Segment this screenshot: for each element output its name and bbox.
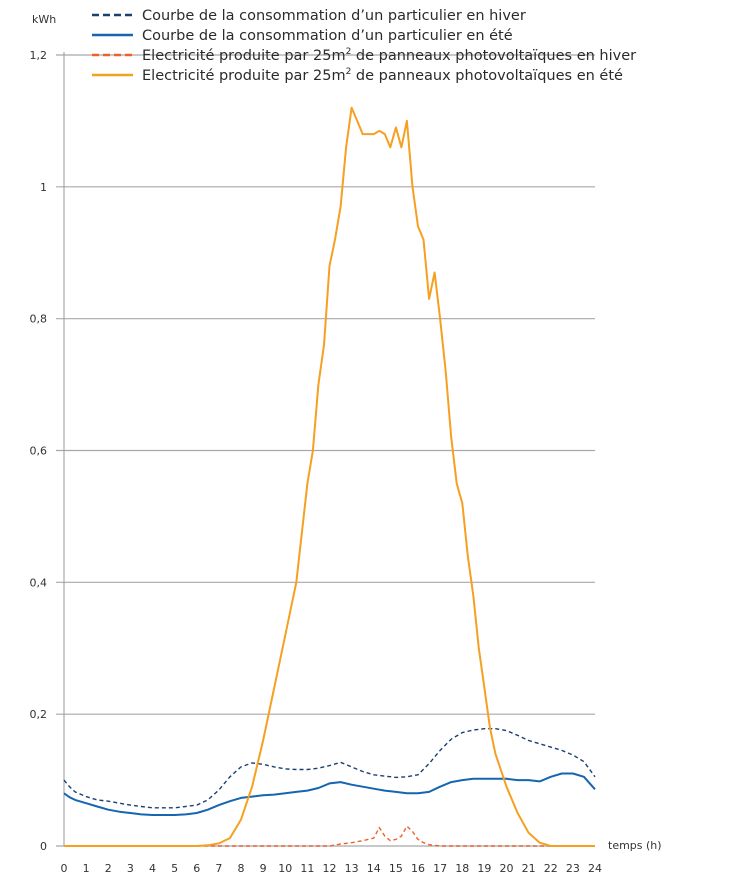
legend-label-3-part-2: de panneaux photovoltaïques en été (351, 68, 623, 84)
x-tick-label-14: 14 (367, 862, 381, 875)
x-tick-label-12: 12 (323, 862, 337, 875)
legend-label-0-part-0: Courbe de la consommation d’un particuli… (142, 8, 526, 24)
series-lines (63, 106, 596, 847)
x-tick-label-20: 20 (500, 862, 514, 875)
legend-label-1-part-0: Courbe de la consommation d’un particuli… (142, 28, 513, 44)
x-tick-label-19: 19 (477, 862, 491, 875)
legend-label-3-part-1: 2 (346, 67, 352, 77)
y-tick-label-6: 1,2 (30, 49, 48, 62)
legend-label-2: Electricité produite par 25m2 de panneau… (142, 47, 636, 64)
legend-label-3: Electricité produite par 25m2 de panneau… (142, 67, 623, 84)
x-tick-label-13: 13 (345, 862, 359, 875)
y-unit-label: kWh (32, 13, 56, 26)
legend-label-2-part-0: Electricité produite par 25m (142, 48, 346, 64)
x-tick-label-9: 9 (260, 862, 267, 875)
x-tick-label-18: 18 (455, 862, 469, 875)
series-line-0 (63, 728, 596, 809)
series-line-2 (64, 825, 595, 847)
x-tick-label-5: 5 (171, 862, 178, 875)
x-tick-label-21: 21 (522, 862, 536, 875)
x-tick-label-0: 0 (61, 862, 68, 875)
x-tick-label-15: 15 (389, 862, 403, 875)
legend-label-2-part-2: de panneaux photovoltaïques en hiver (351, 48, 636, 64)
legend-label-3-part-0: Electricité produite par 25m (142, 68, 346, 84)
legend-label-0: Courbe de la consommation d’un particuli… (142, 8, 526, 24)
y-tick-label-0: 0 (40, 840, 47, 853)
legend-label-1: Courbe de la consommation d’un particuli… (142, 28, 513, 44)
y-tick-label-2: 0,4 (30, 576, 48, 589)
x-tick-labels: 0 1 2 3 4 5 6 7 8 9 10 11 12 13 14 15 16 17 18 19 20 21 22 23 24 (61, 862, 603, 875)
x-tick-label-6: 6 (193, 862, 200, 875)
x-tick-label-7: 7 (215, 862, 222, 875)
x-tick-label-23: 23 (566, 862, 580, 875)
x-tick-label-22: 22 (544, 862, 558, 875)
series-line-3 (64, 106, 595, 847)
gridlines (56, 54, 595, 847)
x-tick-label-10: 10 (278, 862, 292, 875)
x-tick-label-2: 2 (105, 862, 112, 875)
x-tick-label-16: 16 (411, 862, 425, 875)
x-tick-label-4: 4 (149, 862, 156, 875)
x-tick-label-24: 24 (588, 862, 602, 875)
x-tick-label-3: 3 (127, 862, 134, 875)
x-tick-label-11: 11 (300, 862, 314, 875)
x-tick-label-1: 1 (83, 862, 90, 875)
legend-label-2-part-1: 2 (346, 47, 352, 57)
y-tick-label-5: 1 (40, 181, 47, 194)
y-tick-label-4: 0,8 (30, 313, 48, 326)
y-tick-label-3: 0,6 (30, 445, 48, 458)
x-axis-label: temps (h) (608, 839, 662, 852)
legend: Courbe de la consommation d’un particuli… (92, 8, 636, 84)
y-tick-labels: 0 0,2 0,4 0,6 0,8 1 1,2 (30, 49, 48, 853)
x-tick-label-17: 17 (433, 862, 447, 875)
x-tick-label-8: 8 (238, 862, 245, 875)
y-tick-label-1: 0,2 (30, 708, 48, 721)
